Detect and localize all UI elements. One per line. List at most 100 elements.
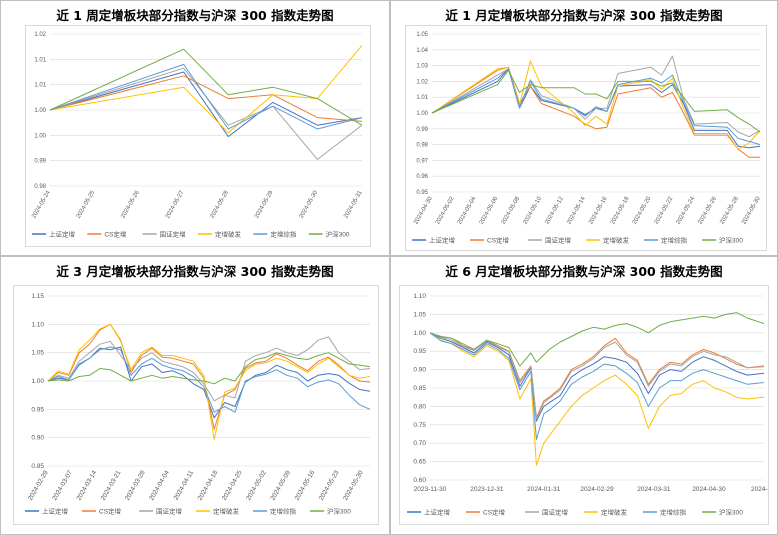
series-line-定增破发 (431, 60, 761, 150)
y-tick-label: 1.01 (34, 57, 46, 63)
x-tick-label: 2024-04-25 (221, 469, 244, 502)
x-tick-label: 2024-05-31 (343, 189, 364, 219)
series-line-上证定增 (49, 71, 363, 138)
y-tick-label: 1.05 (413, 311, 426, 318)
series-line-定增综指 (47, 346, 371, 413)
x-tick-label: 2024-05-02 (435, 195, 456, 225)
series-line-定增破发 (47, 323, 371, 440)
legend-label: 定增破发 (213, 507, 240, 516)
legend-label: 定增破发 (601, 508, 628, 517)
x-tick-label: 2024-05-28 (719, 195, 740, 225)
y-tick-label: 0.90 (31, 435, 44, 442)
series-line-沪深300 (47, 352, 371, 385)
x-tick-label: 2024-03-31 (637, 486, 671, 493)
y-tick-label: 0.60 (413, 477, 426, 484)
chart-frame: 0.60 0.65 0.70 0.75 0.80 0.85 0.90 0.95 1.00 1.05… (399, 285, 777, 525)
chart-title: 近 3 月定增板块部分指数与沪深 300 指数走势图 (56, 264, 334, 279)
x-tick-label: 2024-05-14 (566, 195, 587, 225)
y-tick-label: 1.00 (413, 330, 426, 337)
x-tick-label: 2024-05-06 (479, 195, 500, 225)
chart-panel-week: 近 1 周定增板块部分指数与沪深 300 指数走势图 0.98 0.99 1.00 1… (0, 0, 390, 256)
y-tick-label: 1.00 (34, 108, 46, 114)
x-tick-label: 2024-05-20 (632, 195, 653, 225)
legend-label: CS定增 (487, 236, 509, 245)
series-line-定增综指 (429, 332, 765, 440)
x-tick-label: 2024-02-29 (27, 469, 50, 502)
legend-label: CS定增 (104, 230, 126, 239)
series-line-CS定增 (431, 66, 760, 158)
x-tick-label: 2024-05-27 (165, 189, 186, 219)
x-tick-label: 2024-04-11 (173, 469, 196, 501)
x-tick-label: 2024-04-04 (148, 469, 171, 502)
x-tick-label: 2024-05-24 (676, 195, 697, 225)
legend-label: 沪深300 (719, 508, 743, 517)
legend-label: 国证定增 (542, 508, 568, 517)
x-tick-label: 2024-05-26 (697, 195, 718, 225)
y-tick-label: 1.05 (31, 350, 44, 357)
legend-label: 国证定增 (156, 507, 182, 516)
x-tick-label: 2024-05-02 (245, 469, 268, 502)
series-line-国证定增 (49, 67, 363, 160)
chart-panel-3month: 近 3 月定增板块部分指数与沪深 300 指数走势图 0.85 0.90 0.95 1… (0, 256, 390, 535)
x-tick-label: 2024-05-09 (269, 469, 292, 502)
series-line-CS定增 (47, 323, 371, 430)
x-tick-label: 2024-03-14 (76, 469, 99, 502)
y-tick-label: 0.95 (413, 348, 426, 355)
y-tick-label: 0.95 (31, 406, 44, 413)
x-tick-label: 2024-05-10 (523, 195, 544, 225)
legend-label: CS定增 (99, 507, 121, 516)
chart-title: 近 1 周定增板块部分指数与沪深 300 指数走势图 (56, 8, 334, 23)
x-tick-label: 2024-03-28 (124, 469, 147, 502)
y-tick-label: 0.85 (31, 463, 44, 470)
y-tick-label: 1.00 (31, 378, 44, 385)
x-tick-label: 2024-04-18 (197, 469, 220, 502)
x-tick-label: 2024-05-28 (209, 189, 230, 219)
legend-label: 国证定增 (545, 236, 571, 245)
line-chart-month: 0.95 0.96 0.97 0.98 0.99 1.00 1.01 1.02 1.03 1.04… (412, 32, 762, 245)
series-line-上证定增 (429, 332, 765, 422)
chart-frame: 0.98 0.99 1.00 1.00 1.01 1.01 1.02 2024-05-24 20… (25, 25, 371, 247)
x-tick-label: 2024-02-29 (580, 486, 614, 493)
x-tick-label: 2024-05-23 (318, 469, 341, 502)
x-tick-label: 2024-05-30 (741, 195, 762, 225)
y-tick-label: 1.02 (34, 32, 46, 38)
x-tick-label: 2024-05-30 (299, 189, 320, 219)
legend-label: CS定增 (483, 508, 505, 517)
x-tick-label: 2024-05-18 (610, 195, 631, 225)
chart-panel-6month: 近 6 月定增板块部分指数与沪深 300 指数走势图 0.60 0.65 0.70 0… (390, 256, 778, 535)
y-tick-label: 0.90 (413, 367, 426, 374)
legend-label: 国证定增 (160, 230, 186, 239)
x-tick-label: 2024-03-07 (51, 469, 74, 502)
series-line-沪深300 (49, 48, 363, 126)
y-tick-label: 0.95 (416, 190, 428, 196)
series-line-沪深300 (429, 312, 765, 367)
x-tick-label: 2024-04-30 (692, 486, 726, 493)
y-tick-label: 0.97 (416, 158, 428, 164)
y-tick-label: 1.05 (416, 32, 428, 38)
chart-frame: 0.85 0.90 0.95 1.00 1.05 1.10 1.15 2024-02-29 20… (13, 285, 379, 525)
chart-panel-month: 近 1 月定增板块部分指数与沪深 300 指数走势图 0.95 0.96 0.97 0… (390, 0, 778, 256)
y-tick-label: 1.02 (416, 79, 428, 85)
y-tick-label: 0.98 (34, 184, 46, 190)
legend-label: 定增破发 (603, 236, 630, 245)
y-tick-label: 1.15 (31, 293, 44, 300)
x-tick-label: 2024-05-29 (254, 189, 275, 219)
legend-label: 沪深300 (327, 507, 351, 516)
x-tick-label: 2024-05-22 (654, 195, 675, 225)
legend-label: 定增综指 (270, 507, 297, 516)
series-line-沪深300 (431, 69, 761, 133)
series-line-国证定增 (47, 336, 371, 402)
y-tick-label: 1.00 (34, 133, 46, 139)
series-line-CS定增 (49, 75, 363, 122)
y-tick-label: 0.96 (416, 174, 428, 180)
chart-title: 近 6 月定增板块部分指数与沪深 300 指数走势图 (445, 264, 723, 279)
series-line-定增破发 (49, 45, 363, 134)
y-tick-label: 0.99 (34, 159, 46, 165)
series-line-定增综指 (49, 63, 363, 130)
legend-label: 上证定增 (424, 508, 450, 517)
legend-label: 上证定增 (429, 236, 455, 245)
x-tick-label: 2024-05-24 (31, 189, 52, 219)
x-tick-label: 2024-05- (751, 486, 768, 493)
